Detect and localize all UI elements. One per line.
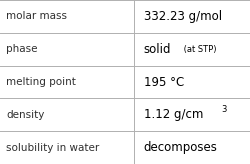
Text: 3: 3: [222, 105, 227, 114]
Text: density: density: [6, 110, 44, 120]
Text: solubility in water: solubility in water: [6, 143, 100, 153]
Text: 195 °C: 195 °C: [144, 75, 184, 89]
Text: 1.12 g/cm: 1.12 g/cm: [144, 108, 203, 121]
Text: molar mass: molar mass: [6, 11, 67, 21]
Text: decomposes: decomposes: [144, 141, 218, 154]
Text: melting point: melting point: [6, 77, 76, 87]
Text: (at STP): (at STP): [181, 45, 217, 54]
Text: 332.23 g/mol: 332.23 g/mol: [144, 10, 222, 23]
Text: solid: solid: [144, 43, 171, 56]
Text: phase: phase: [6, 44, 38, 54]
